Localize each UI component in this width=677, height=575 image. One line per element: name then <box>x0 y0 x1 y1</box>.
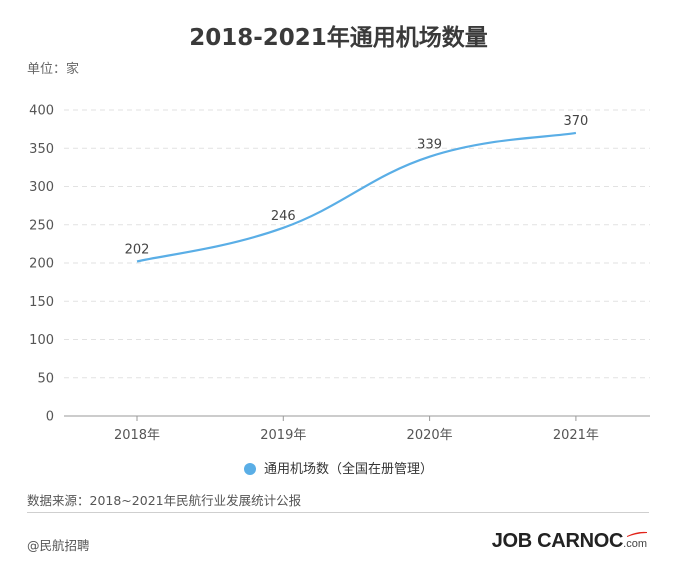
legend-marker <box>243 463 256 475</box>
data-label: 202 <box>125 242 150 257</box>
y-tick-label: 300 <box>29 180 54 195</box>
data-label: 339 <box>417 138 442 153</box>
y-tick-label: 100 <box>29 333 54 348</box>
x-tick-label: 2018年 <box>114 428 160 443</box>
data-source: 数据来源：2018~2021年民航行业发展统计公报 <box>27 493 302 508</box>
legend-label: 通用机场数（全国在册管理） <box>263 462 433 477</box>
x-tick-label: 2019年 <box>260 428 306 443</box>
credit-text: @民航招聘 <box>27 538 90 553</box>
legend: 通用机场数（全国在册管理） <box>0 458 677 477</box>
y-tick-label: 250 <box>29 218 54 233</box>
series-line <box>136 131 577 263</box>
y-tick-label: 0 <box>46 410 54 425</box>
y-tick-label: 200 <box>29 257 54 272</box>
brand-swoosh-icon <box>627 531 647 537</box>
x-tick-label: 2021年 <box>553 428 599 443</box>
footer-divider <box>27 512 649 513</box>
chart-title: 2018-2021年通用机场数量 <box>189 25 488 51</box>
y-tick-label: 50 <box>37 371 54 386</box>
data-label: 246 <box>271 209 296 224</box>
brand-text: JOB CARNOC <box>491 530 624 552</box>
y-tick-label: 350 <box>29 142 54 157</box>
brand-logo: JOB CARNOC.com <box>492 530 647 553</box>
data-label: 370 <box>563 114 588 129</box>
unit-label: 单位：家 <box>27 62 80 77</box>
y-tick-label: 400 <box>29 104 54 119</box>
line-chart: 0 50 100 150 200 250 300 350 400 2018年 2019年 2020年 2… <box>29 104 650 443</box>
x-tick-label: 2020年 <box>407 428 453 443</box>
brand-suffix: .com <box>623 538 647 550</box>
y-tick-label: 150 <box>29 295 54 310</box>
